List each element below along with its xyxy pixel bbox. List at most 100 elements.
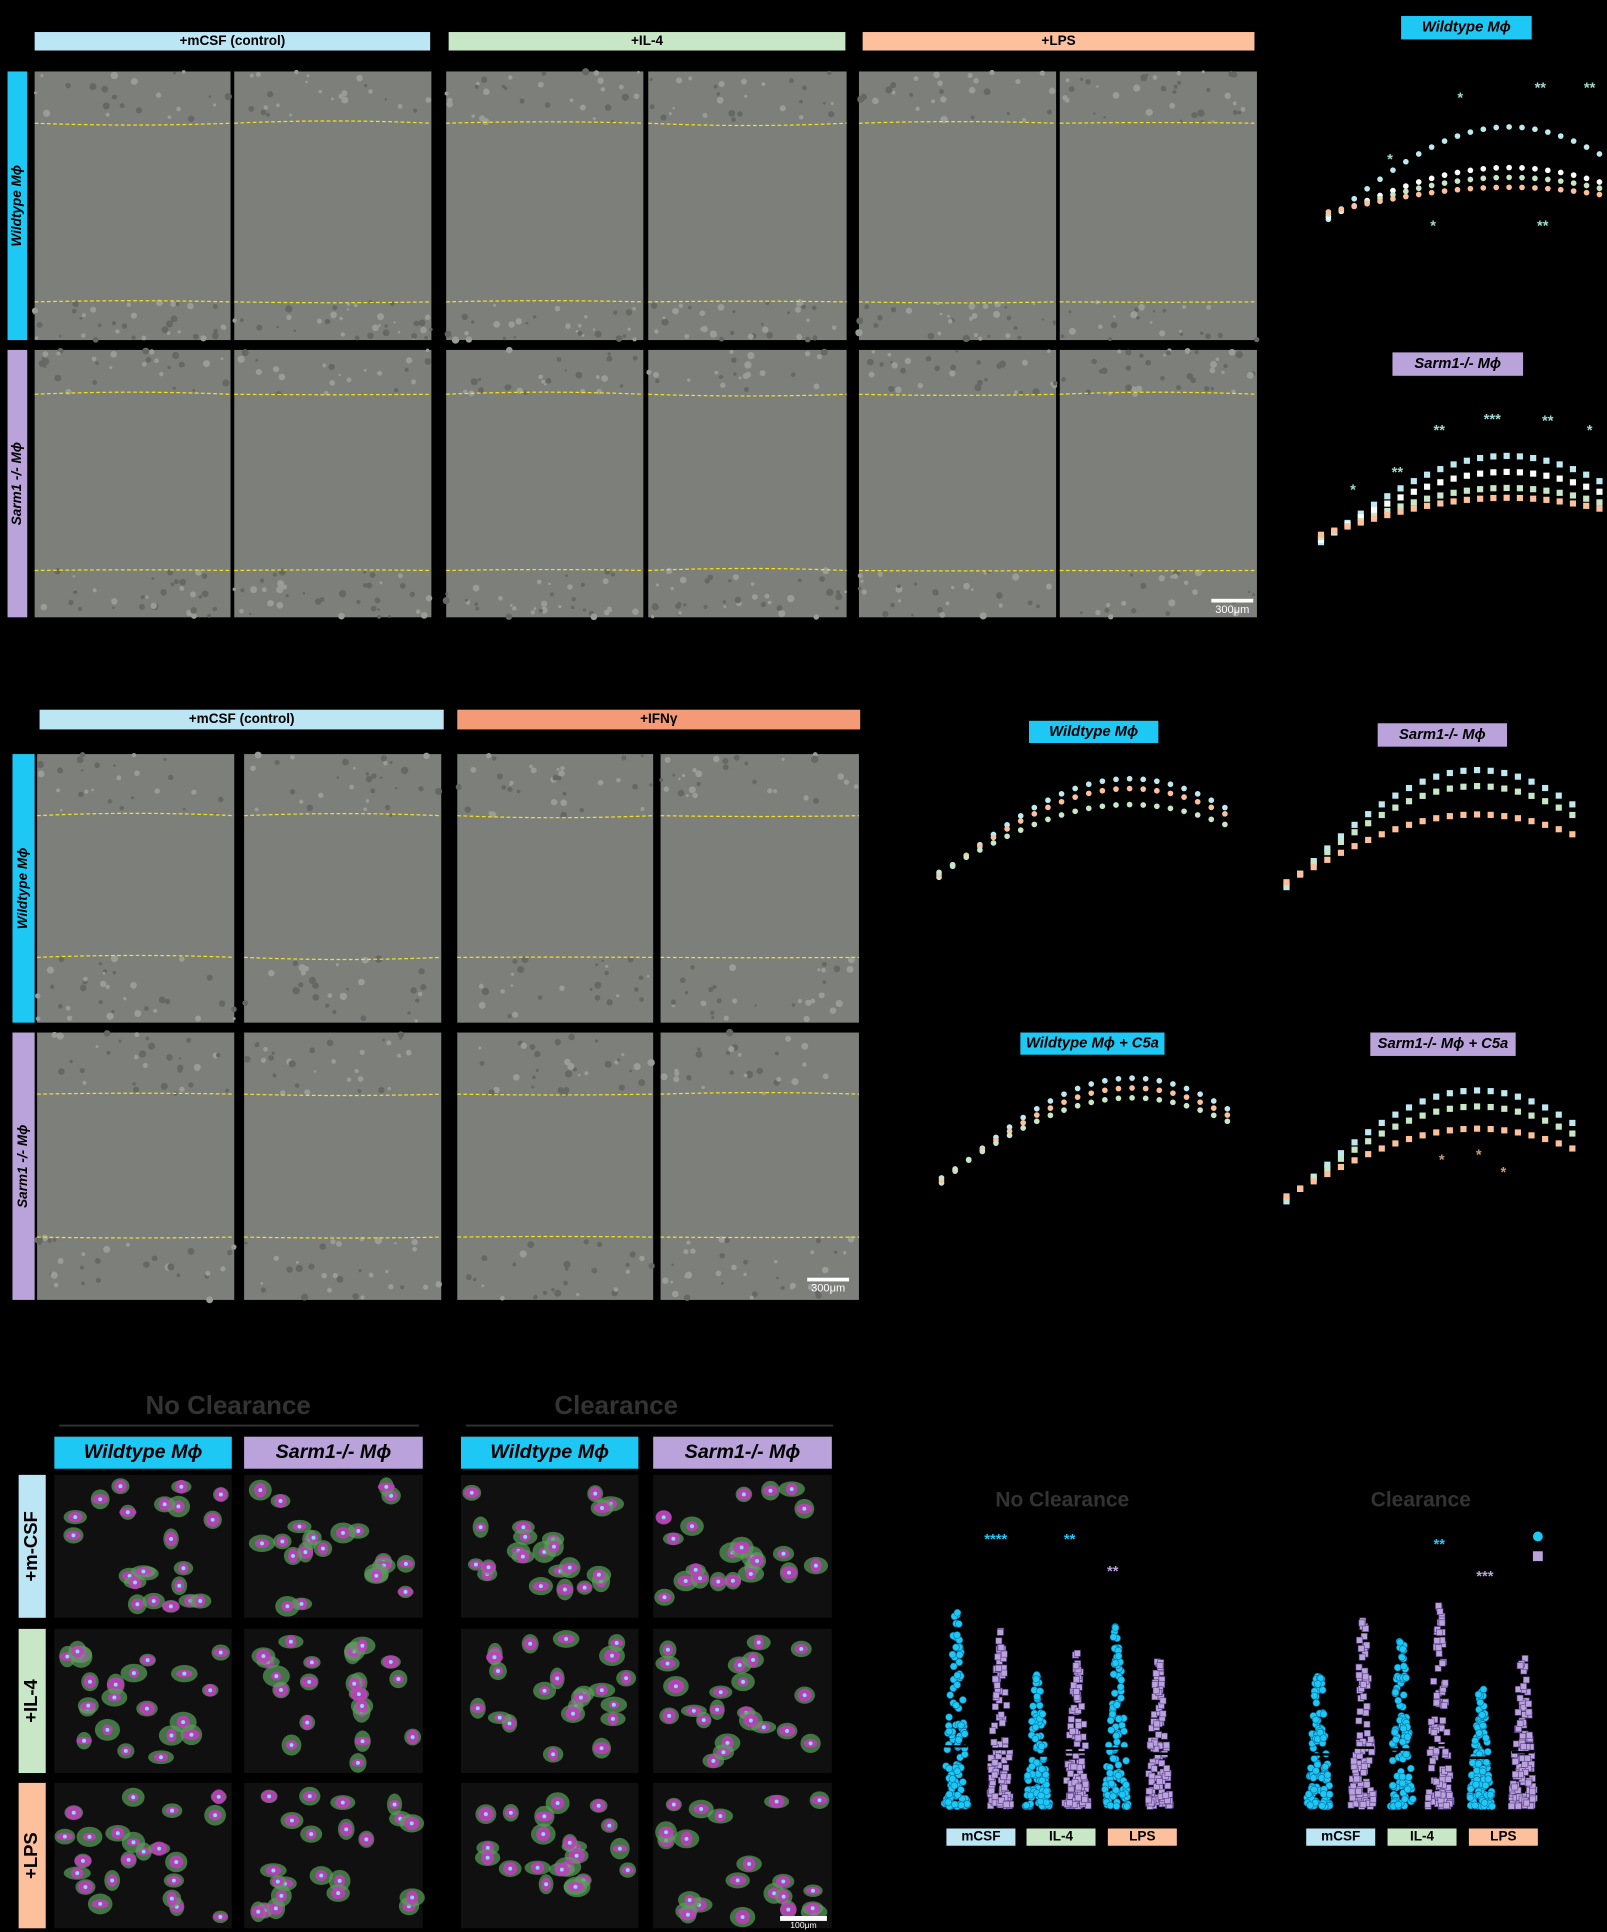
data-point [1433,788,1440,795]
cell-texture [1079,611,1083,615]
data-point [991,1759,999,1767]
cell-texture [239,318,244,322]
nucleus [218,1914,223,1919]
data-point [1129,1075,1135,1081]
data-point [1501,1090,1508,1097]
nucleus [544,1882,549,1887]
nucleus [542,1688,547,1693]
data-point [1224,1118,1231,1125]
cell-texture [843,779,850,785]
data-point [1516,1662,1524,1670]
nucleus [564,1637,569,1641]
data-point [1360,1762,1368,1770]
wound-edge [446,568,644,572]
cell-texture [533,1294,538,1300]
nucleus [737,1663,742,1668]
cell-texture [895,386,902,394]
data-point [953,1608,962,1617]
cell-texture [342,758,349,766]
cell-texture [201,573,208,579]
cell-texture [374,1237,382,1245]
cell-texture [762,326,769,333]
cell-texture [399,1037,402,1040]
nucleus [181,1720,186,1725]
cell-texture [711,1015,715,1020]
data-point [1006,1132,1013,1139]
cell-texture [970,115,975,120]
cell-texture [835,593,843,601]
cell-texture [34,91,37,95]
data-point [1061,1091,1067,1098]
data-point [1361,1667,1369,1675]
nucleus [781,1551,786,1556]
data-point [1481,1781,1490,1790]
cell-texture [145,357,152,363]
data-point [1153,778,1160,785]
cell-texture [646,975,650,978]
cell-texture [507,75,513,80]
data-point [1596,179,1603,185]
data-point [1486,1791,1495,1799]
cell-texture [369,572,376,579]
cell-texture [532,1075,536,1080]
cell-texture [52,1238,57,1242]
cell-texture [564,1266,569,1271]
data-point [1463,487,1470,494]
cell-texture [90,306,97,313]
nucleus [614,1640,619,1645]
data-point [1142,1085,1149,1092]
data-point [1428,189,1435,196]
cell-texture [250,765,256,772]
data-point [1405,821,1413,828]
data-point [1444,1775,1452,1783]
label-box [34,32,431,51]
data-point [1516,494,1523,502]
data-point [1153,787,1160,794]
data-point [1396,1638,1404,1647]
data-point [977,847,983,853]
cell-texture [38,360,46,367]
data-point [1542,1117,1549,1124]
significance: * [1430,219,1436,235]
cell-texture [346,308,350,311]
data-point [1159,1710,1167,1718]
data-point [1479,1721,1487,1730]
data-point [959,1696,967,1704]
data-point [1363,1729,1371,1737]
cell-texture [890,82,897,89]
cell-texture [181,70,186,74]
label-box [1020,1032,1165,1055]
cell-texture [107,799,113,804]
cell-texture [601,375,608,382]
data-point [1126,801,1133,808]
data-point [1488,1802,1496,1810]
significance: ** [1542,413,1554,429]
wound-edge [660,815,859,818]
data-point [988,1787,995,1795]
nucleus [112,1695,117,1700]
data-point [1516,469,1523,476]
cell-texture [723,605,727,609]
cell-texture [716,998,722,1004]
data-point [1183,1094,1190,1100]
data-point [1309,1774,1318,1782]
data-point [1283,879,1290,886]
cell-texture [860,579,864,583]
cell-texture [683,603,687,607]
cell-texture [472,1277,477,1282]
data-point [1324,1165,1331,1172]
nucleus [671,1536,676,1541]
cell-texture [616,777,621,783]
cell-texture [424,335,428,340]
data-point [1441,172,1448,178]
cell-texture [263,105,268,110]
cell-texture [115,329,120,334]
wound-edge [244,1093,442,1097]
data-point [1067,1770,1074,1778]
nucleus [340,1800,345,1805]
data-point [1419,778,1426,785]
cell-texture [1062,95,1068,101]
data-point [1351,829,1358,836]
cell-texture [370,788,376,794]
wound-edge [446,121,644,124]
